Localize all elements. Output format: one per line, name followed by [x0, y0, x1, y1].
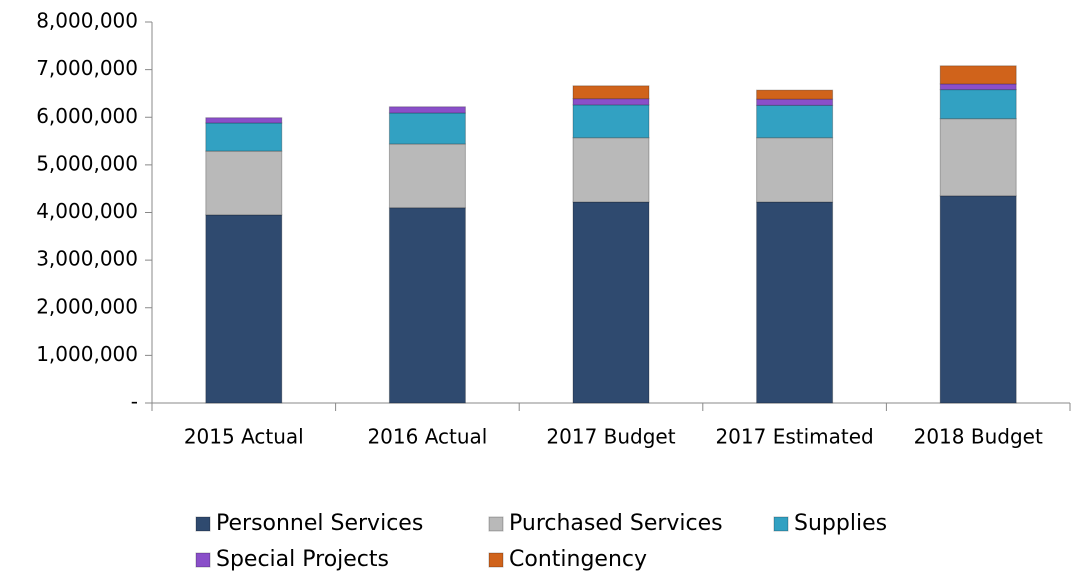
bar-segment: [388, 207, 466, 404]
y-tick-label: 8,000,000: [36, 9, 138, 33]
bar-segment: [756, 201, 834, 404]
bar-segment: [756, 137, 834, 203]
bar-segment: [939, 89, 1017, 120]
y-tick-label: 2,000,000: [36, 294, 138, 318]
y-tick-label: 1,000,000: [36, 342, 138, 366]
bar-segment: [572, 137, 650, 203]
x-tick-label: 2016 Actual: [367, 425, 487, 449]
bar-segment: [756, 89, 834, 100]
legend-swatch: [488, 552, 504, 568]
bar-segment: [572, 85, 650, 100]
x-tick-label: 2017 Budget: [546, 425, 675, 449]
bar-segment: [205, 150, 283, 216]
y-tick-label: -: [131, 390, 138, 414]
bar-segment: [205, 214, 283, 404]
bar-segment: [388, 106, 466, 114]
bar-segment: [939, 65, 1017, 85]
x-tick-label: 2018 Budget: [914, 425, 1043, 449]
bar-segment: [939, 195, 1017, 404]
x-tick-label: 2015 Actual: [184, 425, 304, 449]
legend-swatch: [773, 516, 789, 532]
bar-segment: [205, 122, 283, 152]
legend-label: Supplies: [794, 511, 887, 536]
bar-segment: [756, 98, 834, 106]
bar-segment: [205, 117, 283, 124]
bar-segment: [572, 98, 650, 106]
legend-swatch: [488, 516, 504, 532]
legend-label: Contingency: [509, 547, 647, 572]
legend-label: Personnel Services: [216, 511, 423, 536]
x-tick-label: 2017 Estimated: [715, 425, 873, 449]
bar-segment: [756, 104, 834, 139]
y-tick-label: 7,000,000: [36, 56, 138, 80]
y-tick-label: 6,000,000: [36, 104, 138, 128]
y-tick-label: 5,000,000: [36, 151, 138, 175]
bar-segment: [388, 143, 466, 209]
bar-segment: [388, 112, 466, 145]
bar-segment: [939, 118, 1017, 197]
legend-label: Purchased Services: [509, 511, 723, 536]
legend-swatch: [195, 516, 211, 532]
y-tick-label: 4,000,000: [36, 199, 138, 223]
bar-segment: [572, 104, 650, 139]
y-tick-label: 3,000,000: [36, 247, 138, 271]
bar-segment: [572, 201, 650, 404]
legend-swatch: [195, 552, 211, 568]
bar-segment: [939, 83, 1017, 91]
legend-label: Special Projects: [216, 547, 389, 572]
